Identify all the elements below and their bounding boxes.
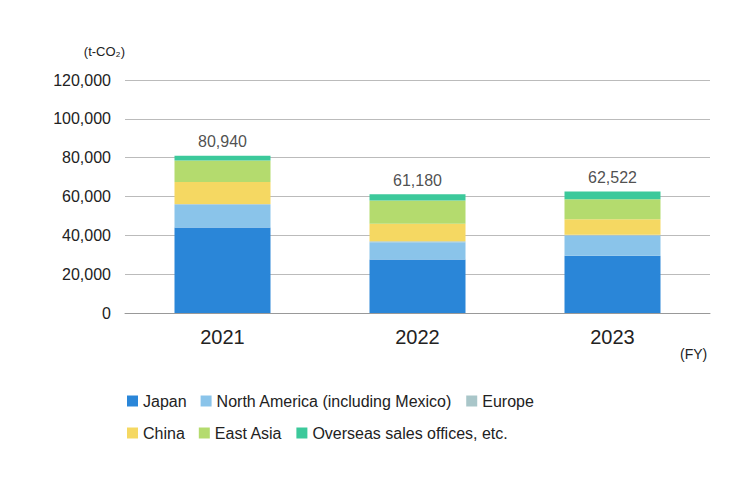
svg-text:80,940: 80,940 (198, 133, 247, 150)
svg-text:100,000: 100,000 (53, 110, 111, 127)
svg-text:Europe: Europe (482, 393, 534, 410)
svg-text:North America (including Mexic: North America (including Mexico) (217, 393, 452, 410)
svg-text:East Asia: East Asia (215, 425, 282, 442)
svg-text:2022: 2022 (395, 326, 440, 348)
svg-text:0: 0 (102, 305, 111, 322)
svg-text:80,000: 80,000 (62, 149, 111, 166)
svg-text:20,000: 20,000 (62, 266, 111, 283)
svg-text:Overseas sales offices, etc.: Overseas sales offices, etc. (312, 425, 507, 442)
svg-text:120,000: 120,000 (53, 72, 111, 89)
svg-text:40,000: 40,000 (62, 227, 111, 244)
svg-text:62,522: 62,522 (588, 169, 637, 186)
svg-text:Japan: Japan (143, 393, 187, 410)
svg-text:2023: 2023 (590, 326, 635, 348)
svg-text:China: China (143, 425, 185, 442)
svg-text:(FY): (FY) (680, 346, 707, 362)
svg-text:2021: 2021 (200, 326, 245, 348)
svg-text:(t-CO₂): (t-CO₂) (84, 44, 125, 59)
svg-text:61,180: 61,180 (393, 172, 442, 189)
svg-text:60,000: 60,000 (62, 188, 111, 205)
